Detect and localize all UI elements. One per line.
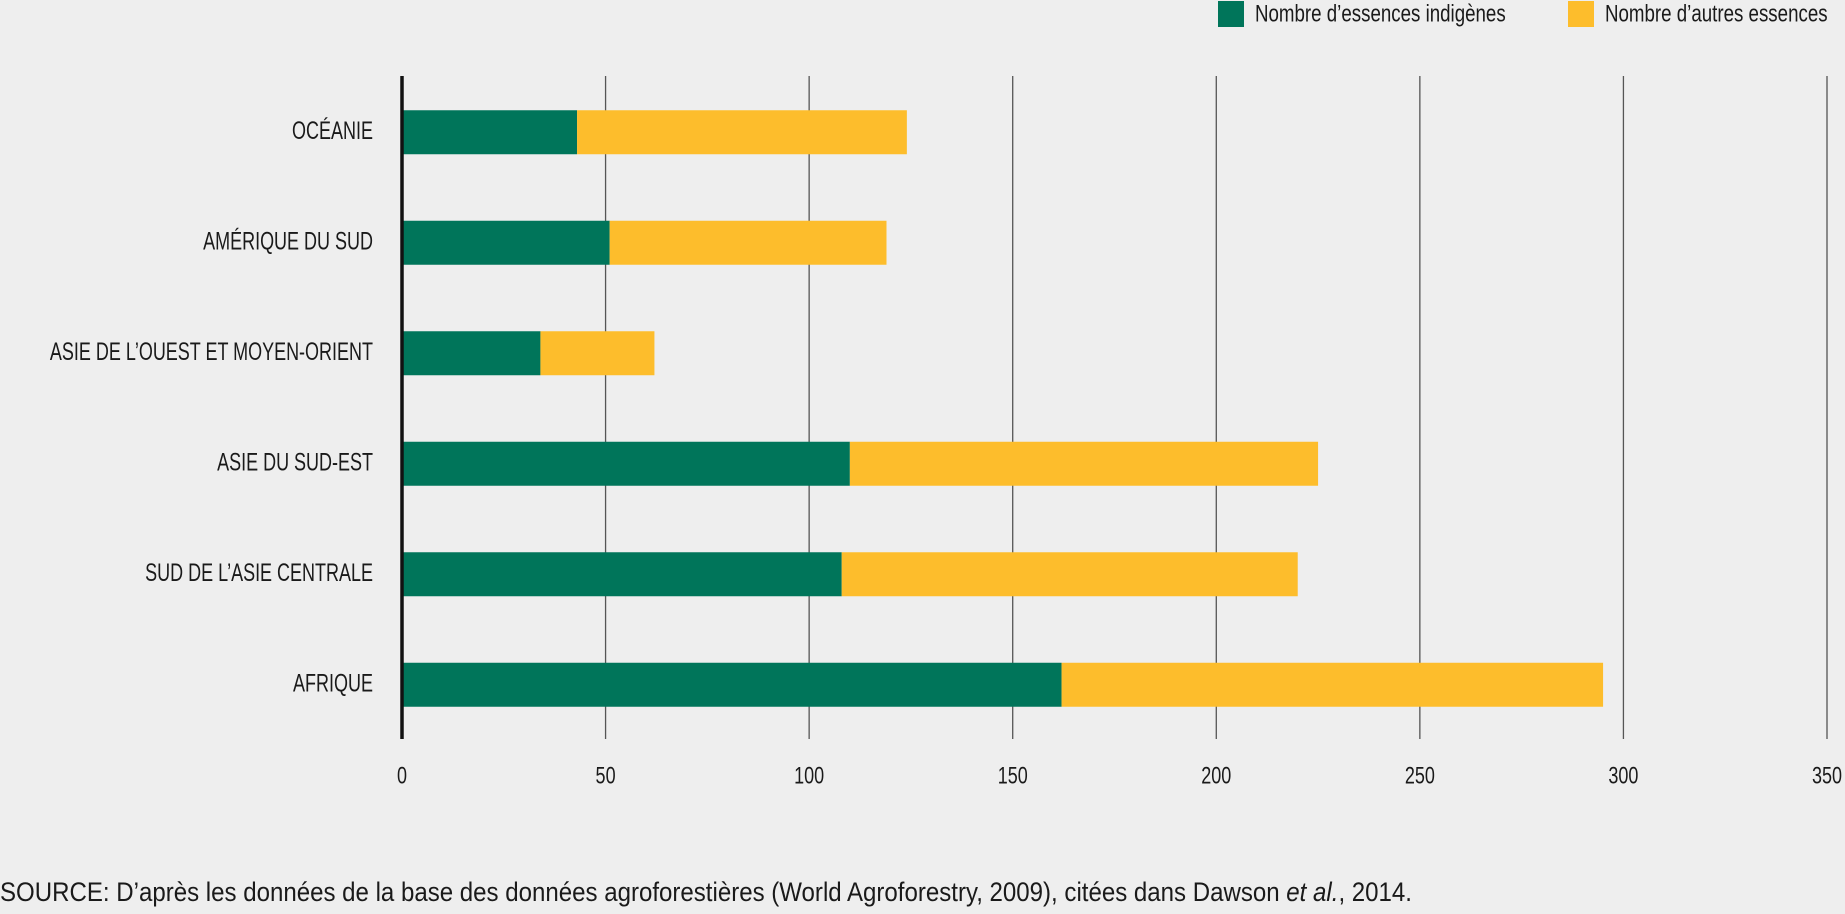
bar-segment: [402, 441, 850, 486]
bar-segment: [1061, 662, 1604, 707]
x-tick-label: 300: [1608, 763, 1638, 789]
bar-segment: [402, 552, 842, 597]
x-tick-label: 100: [794, 763, 824, 789]
legend-label: Nombre d’essences indigènes: [1255, 0, 1506, 27]
bar-segment: [402, 331, 541, 376]
bar-segment: [540, 331, 655, 376]
x-tick-label: 350: [1812, 763, 1842, 789]
source-text: , 2014.: [1338, 877, 1412, 907]
source-text: et al.: [1286, 877, 1338, 907]
bar-segment: [402, 662, 1062, 707]
y-tick-label: OCÉANIE: [292, 116, 373, 145]
legend-label: Nombre d’autres essences: [1605, 0, 1828, 27]
y-tick-label: ASIE DU SUD-EST: [217, 447, 373, 476]
bar-segment: [402, 110, 578, 155]
bar-segment: [609, 220, 887, 265]
bar-segment: [849, 441, 1319, 486]
bar-segment: [402, 220, 610, 265]
source-note: SOURCE: D’après les données de la base d…: [0, 877, 1412, 907]
x-tick-label: 200: [1201, 763, 1231, 789]
legend-swatch: [1568, 1, 1594, 27]
bar-segment: [841, 552, 1298, 597]
x-tick-label: 0: [397, 763, 407, 789]
legend-swatch: [1218, 1, 1244, 27]
y-tick-label: AMÉRIQUE DU SUD: [203, 226, 373, 255]
y-tick-label: AFRIQUE: [293, 668, 373, 697]
x-tick-label: 250: [1405, 763, 1435, 789]
y-tick-label: SUD DE L’ASIE CENTRALE: [145, 558, 373, 587]
bar-segment: [577, 110, 907, 155]
source-text: SOURCE: D’après les données de la base d…: [0, 877, 1286, 907]
x-tick-label: 50: [596, 763, 616, 789]
y-tick-label: ASIE DE L’OUEST ET MOYEN-ORIENT: [50, 337, 373, 366]
x-tick-label: 150: [998, 763, 1028, 789]
